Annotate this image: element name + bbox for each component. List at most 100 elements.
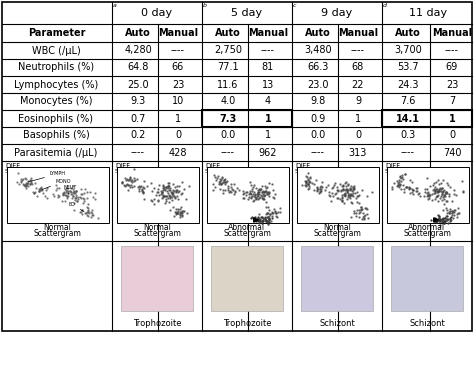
Point	[44, 185, 51, 191]
Point	[159, 193, 166, 199]
Point	[126, 176, 134, 182]
Point	[220, 179, 228, 185]
Point	[459, 187, 467, 194]
Point	[413, 187, 420, 194]
Point	[39, 189, 46, 196]
Point	[429, 187, 437, 193]
Point	[169, 180, 177, 187]
Text: Manual: Manual	[338, 28, 378, 38]
Point	[81, 185, 89, 192]
Point	[398, 174, 406, 180]
Point	[20, 182, 28, 188]
Point	[173, 183, 180, 189]
Point	[162, 193, 170, 199]
Point	[173, 187, 181, 193]
Point	[231, 189, 238, 195]
Point	[334, 184, 341, 190]
Point	[356, 209, 364, 215]
Point	[240, 195, 248, 201]
Point	[306, 178, 313, 184]
Point	[432, 179, 439, 185]
Point	[268, 213, 275, 219]
Point	[337, 181, 344, 187]
Point	[439, 206, 447, 213]
Point	[139, 189, 146, 196]
Point	[73, 188, 80, 194]
Point	[365, 215, 372, 221]
Point	[19, 181, 27, 187]
Text: Abnormal: Abnormal	[228, 222, 265, 232]
Point	[445, 209, 453, 215]
Point	[439, 189, 447, 195]
Point	[61, 190, 68, 196]
Point	[177, 209, 184, 215]
Point	[255, 190, 262, 196]
Point	[73, 192, 80, 198]
Point	[402, 184, 410, 190]
Point	[83, 209, 91, 215]
Point	[170, 192, 177, 198]
Point	[262, 217, 269, 223]
Point	[153, 189, 160, 196]
Point	[435, 188, 443, 194]
Point	[448, 211, 456, 218]
Text: 1: 1	[448, 114, 456, 123]
Point	[345, 187, 352, 193]
Point	[174, 196, 182, 202]
Point	[304, 186, 311, 192]
Point	[82, 210, 90, 217]
Point	[449, 215, 457, 221]
Point	[42, 187, 49, 193]
Point	[434, 216, 441, 222]
Point	[159, 182, 166, 188]
Point	[394, 180, 402, 186]
Point	[459, 189, 466, 195]
Point	[314, 185, 321, 192]
Point	[26, 181, 34, 187]
Point	[121, 175, 129, 181]
Point	[348, 192, 356, 198]
Point	[302, 173, 310, 179]
Text: Eosinophils (%): Eosinophils (%)	[18, 114, 93, 123]
Point	[360, 210, 367, 216]
Point	[438, 191, 446, 197]
Point	[443, 210, 451, 217]
Point	[162, 184, 170, 190]
Point	[130, 183, 137, 189]
Point	[305, 170, 312, 176]
Text: Trophozoite: Trophozoite	[133, 319, 181, 327]
Point	[264, 191, 272, 197]
Point	[172, 211, 180, 217]
Point	[356, 192, 363, 198]
Point	[177, 214, 184, 220]
Text: WBC (/μL): WBC (/μL)	[32, 45, 81, 55]
Point	[451, 210, 458, 216]
Point	[84, 204, 92, 211]
Point	[22, 183, 29, 189]
Point	[255, 195, 263, 201]
Point	[436, 216, 444, 222]
Point	[401, 171, 409, 177]
Point	[262, 199, 270, 205]
Point	[438, 189, 446, 195]
Point	[26, 177, 33, 184]
Point	[126, 184, 134, 190]
Point	[135, 184, 142, 190]
Point	[217, 177, 224, 183]
Point	[420, 193, 428, 199]
Point	[157, 191, 165, 197]
Point	[25, 178, 32, 184]
Point	[166, 207, 173, 213]
Point	[259, 218, 267, 224]
Point	[163, 188, 170, 194]
Point	[217, 181, 225, 187]
Point	[345, 182, 352, 188]
Point	[445, 192, 453, 199]
Point	[247, 182, 255, 189]
Point	[64, 191, 72, 197]
Text: Scattergram: Scattergram	[313, 229, 361, 237]
Text: 9.8: 9.8	[310, 97, 326, 106]
Point	[41, 193, 49, 199]
Point	[305, 185, 312, 191]
Point	[23, 176, 30, 182]
